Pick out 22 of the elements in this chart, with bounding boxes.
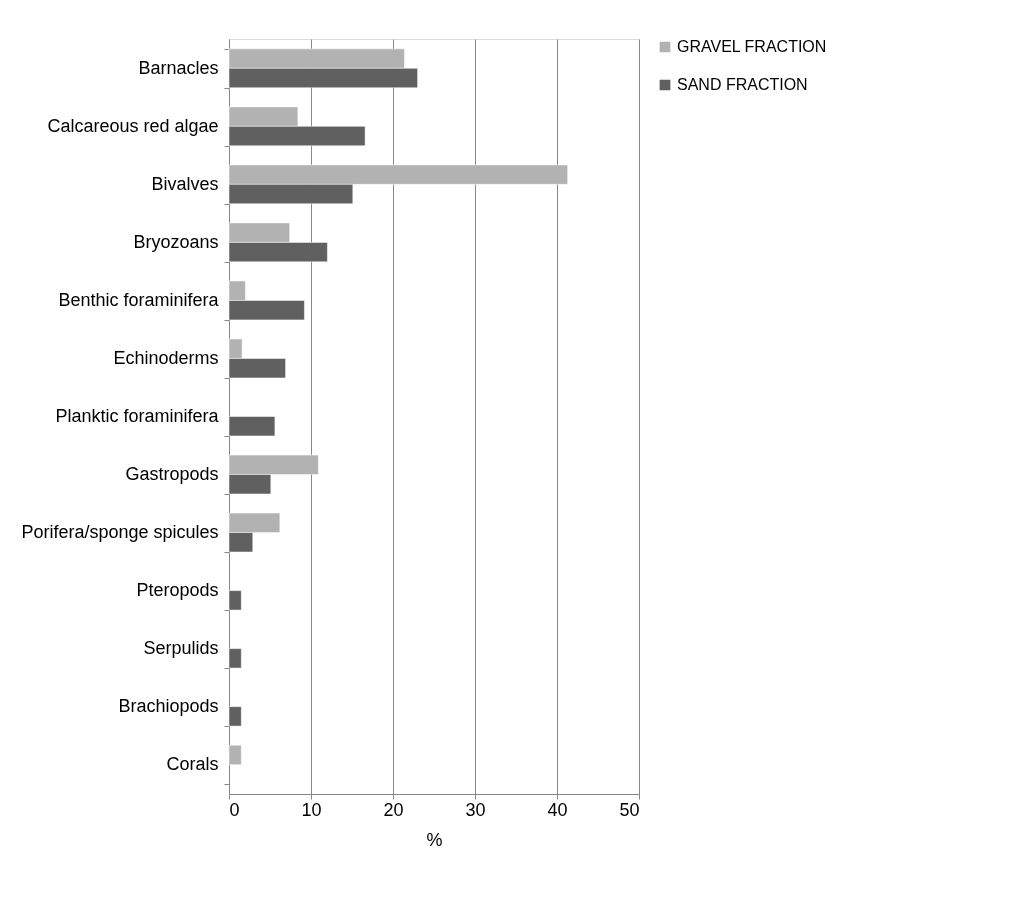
x-tick-label: 20: [383, 799, 404, 820]
x-tick-label: 0: [229, 799, 240, 820]
y-tick-label: Pteropods: [136, 580, 219, 601]
y-tick-label: Planktic foraminifera: [55, 406, 220, 426]
x-tick-label: 40: [547, 799, 568, 820]
y-tick-label: Brachiopods: [118, 696, 219, 717]
y-tick-label: Corals: [166, 754, 219, 775]
y-tick-label: Bryozoans: [133, 231, 219, 252]
legend-label: SAND FRACTION: [677, 76, 808, 93]
y-tick-label: Serpulids: [143, 638, 219, 659]
x-axis-title: %: [426, 829, 443, 850]
x-tick-label: 50: [619, 799, 640, 820]
y-tick-label: Gastropods: [125, 464, 219, 485]
x-tick-label: 10: [301, 799, 322, 820]
y-tick-label: Porifera/sponge spicules: [21, 522, 219, 543]
y-tick-label: Echinoderms: [113, 347, 219, 368]
y-tick-label: Bivalves: [151, 173, 219, 194]
y-tick-label: Barnacles: [138, 57, 219, 78]
x-tick-label: 30: [465, 799, 486, 820]
legend-label: GRAVEL FRACTION: [677, 38, 827, 55]
y-tick-label: Benthic foraminifera: [58, 289, 220, 310]
y-tick-label: Calcareous red algae: [47, 115, 219, 136]
